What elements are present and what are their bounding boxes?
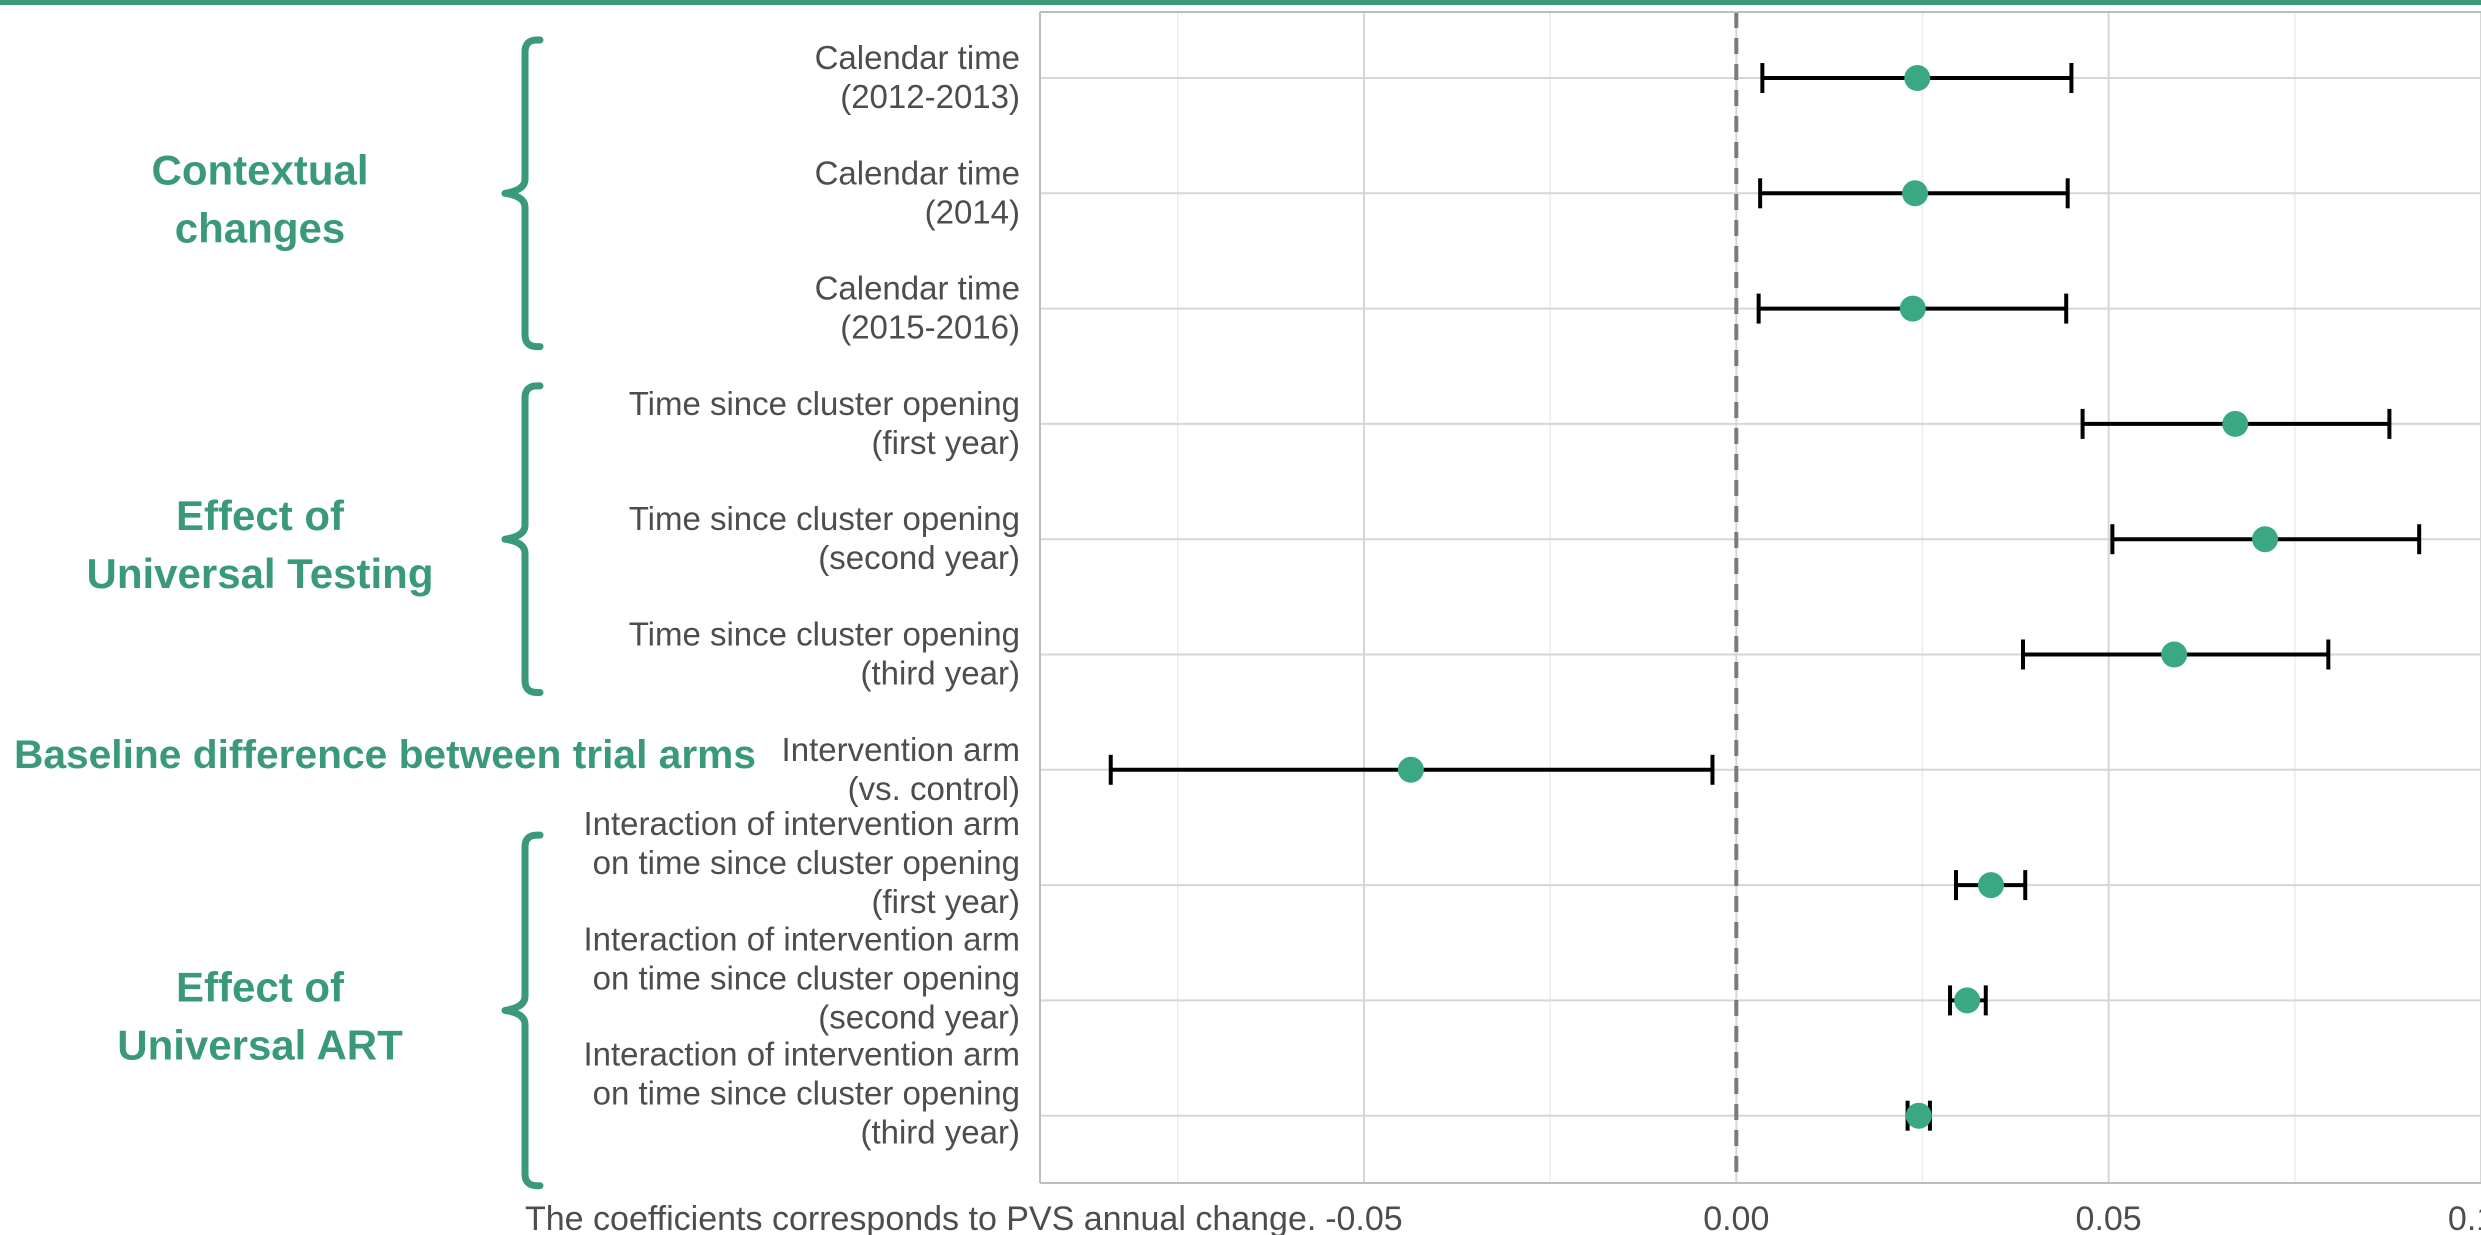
top-accent-bar	[0, 0, 2481, 5]
estimate-point	[2222, 410, 2249, 437]
x-tick-label: 0.10	[2448, 1200, 2481, 1235]
group-label-line: Universal ART	[117, 1021, 403, 1068]
group-label: Effect of Universal Testing	[87, 492, 434, 597]
row-label: Time since cluster opening (second year)	[629, 500, 1020, 576]
row-label-line: (third year)	[860, 1114, 1020, 1151]
row-label-line: Calendar time	[815, 39, 1020, 76]
group-brace	[501, 831, 544, 1190]
row-label-line: (2012-2013)	[840, 78, 1020, 115]
row-label-line: (vs. control)	[848, 770, 1020, 807]
row-label: Interaction of intervention arm on time s…	[583, 1036, 1020, 1151]
estimate-point	[2161, 641, 2188, 668]
group-brace	[501, 382, 544, 696]
error-bars-and-points	[1108, 63, 2422, 1131]
row-label-line: (2014)	[925, 193, 1020, 230]
group-label-line: Effect of	[176, 492, 345, 539]
row-label-line: (2015-2016)	[840, 309, 1020, 346]
row-label: Time since cluster opening (third year)	[629, 616, 1020, 692]
row-label-line: Interaction of intervention arm	[583, 920, 1020, 957]
estimate-point	[1397, 756, 1424, 783]
row-label-line: on time since cluster opening	[593, 844, 1020, 881]
x-tick-label: 0.00	[1703, 1200, 1769, 1235]
row-label: Intervention arm (vs. control)	[782, 731, 1020, 807]
group-label: Contextual changes	[151, 146, 368, 251]
group-label-line: Effect of	[176, 963, 345, 1010]
x-tick-label: 0.05	[2076, 1200, 2142, 1235]
row-label: Calendar time (2012-2013)	[815, 39, 1020, 115]
group-label-line: changes	[175, 204, 345, 251]
row-label: Calendar time (2014)	[815, 154, 1020, 230]
group-label: Effect of Universal ART	[117, 963, 403, 1068]
group-brace	[501, 36, 544, 351]
row-label-line: Calendar time	[815, 270, 1020, 307]
row-label-line: Time since cluster opening	[629, 616, 1020, 653]
x-tick-label: -0.05	[1325, 1200, 1403, 1235]
row-label-line: on time since cluster opening	[593, 1075, 1020, 1112]
row-label: Time since cluster opening (first year)	[629, 385, 1020, 461]
row-label-line: (first year)	[872, 883, 1021, 920]
row-label-line: Interaction of intervention arm	[583, 1036, 1020, 1073]
row-label-line: (second year)	[818, 539, 1020, 576]
x-axis-tick-labels: -0.05 0.00 0.05 0.10	[1325, 1200, 2481, 1235]
row-label-line: Intervention arm	[782, 731, 1020, 768]
group-label-line: Contextual	[151, 146, 368, 193]
estimate-point	[2252, 526, 2279, 553]
row-label-line: (second year)	[818, 998, 1020, 1035]
row-label: Interaction of intervention arm on time s…	[583, 805, 1020, 920]
estimate-point	[1902, 180, 1929, 207]
panel-border	[1039, 11, 2481, 1184]
row-label-line: (third year)	[860, 655, 1020, 692]
group-annotations: Contextual changes Effect of Universal Test…	[14, 36, 756, 1190]
estimate-point	[1954, 987, 1981, 1014]
row-labels: Calendar time (2012-2013)Calendar time (20…	[583, 39, 1020, 1151]
row-label-line: on time since cluster opening	[593, 959, 1020, 996]
row-label-line: Calendar time	[815, 154, 1020, 191]
row-label-line: (first year)	[872, 424, 1021, 461]
estimate-point	[1977, 872, 2004, 899]
row-label-line: Interaction of intervention arm	[583, 805, 1020, 842]
row-label: Interaction of intervention arm on time s…	[583, 920, 1020, 1035]
row-label: Calendar time (2015-2016)	[815, 270, 1020, 346]
group-label-line: Universal Testing	[87, 550, 434, 597]
row-label-line: Time since cluster opening	[629, 500, 1020, 537]
estimate-point	[1905, 1102, 1932, 1129]
estimate-point	[1899, 295, 1926, 322]
group-label: Baseline difference between trial arms	[14, 733, 756, 777]
row-label-line: Time since cluster opening	[629, 385, 1020, 422]
caption-note: The coefficients corresponds to PVS annu…	[525, 1200, 1316, 1235]
estimate-point	[1904, 65, 1931, 91]
